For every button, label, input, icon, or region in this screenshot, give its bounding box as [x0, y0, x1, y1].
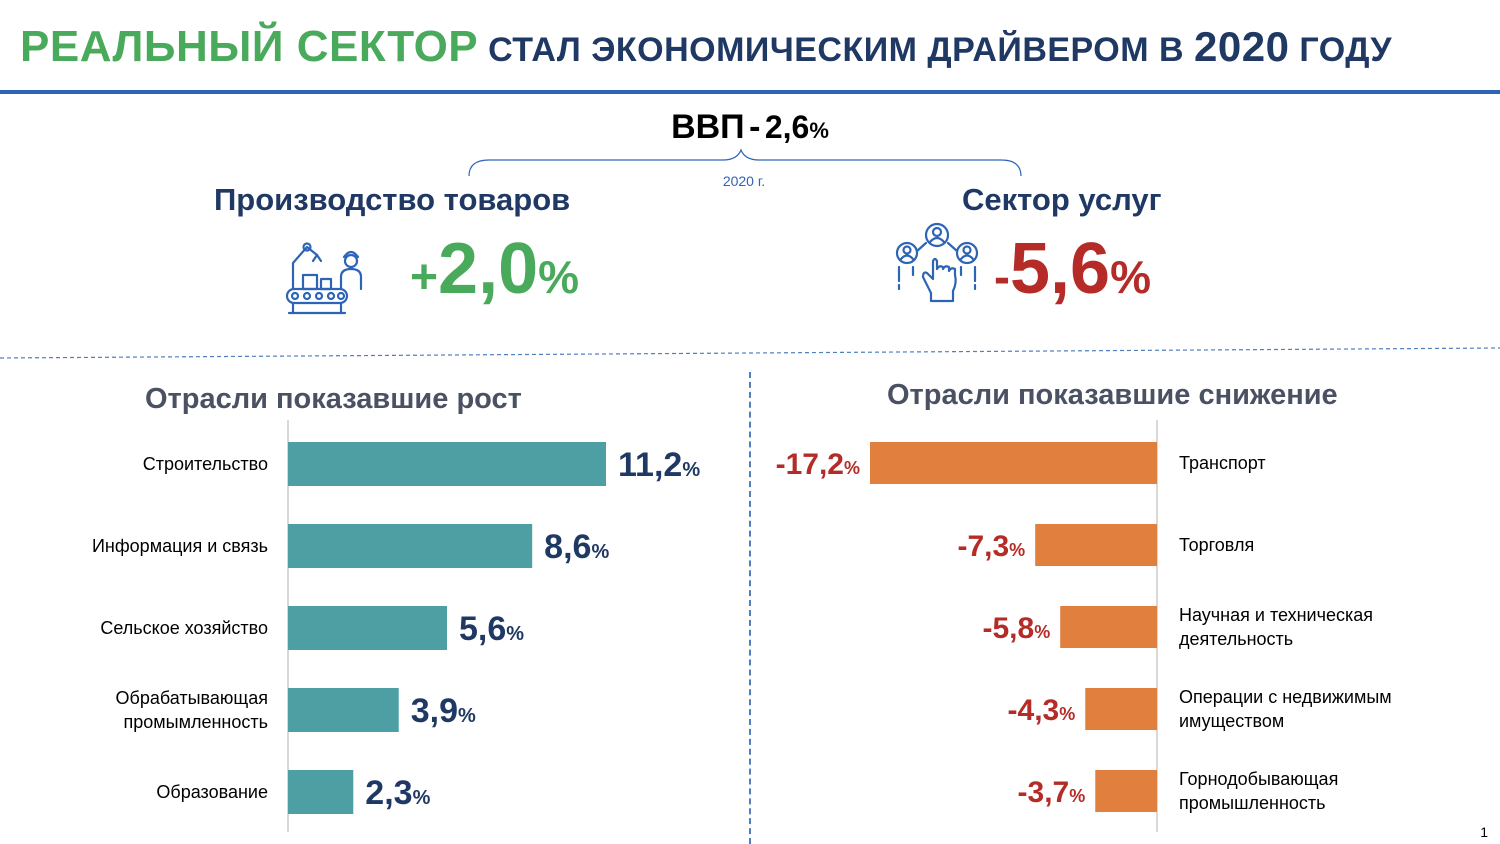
growth-bar — [288, 524, 533, 568]
decline-bar — [1085, 688, 1157, 730]
growth-bar — [288, 606, 447, 650]
year-note: 2020 г. — [722, 173, 766, 189]
title-text: СТАЛ ЭКОНОМИЧЕСКИМ ДРАЙВЕРОМ В — [488, 31, 1185, 69]
growth-category-label: Строительство — [143, 454, 268, 474]
decline-category-label: Операции с недвижимым имуществом — [1179, 687, 1392, 731]
gdp-summary: ВВП - 2,6% — [0, 108, 1500, 147]
growth-value-label: 3,9% — [411, 692, 476, 730]
decline-category-label: Горнодобывающая промышленность — [1179, 769, 1338, 813]
decline-bar — [1035, 524, 1157, 566]
decline-bar — [1060, 606, 1157, 648]
growth-category-label: Информация и связь — [92, 536, 268, 556]
vertical-divider — [749, 372, 751, 844]
growth-chart-title: Отрасли показавшие рост — [145, 383, 522, 415]
decline-bar — [1095, 770, 1157, 812]
decline-category-label: Торговля — [1179, 535, 1254, 555]
decline-value-label: -3,7% — [1018, 776, 1086, 809]
growth-bar — [288, 770, 354, 814]
goods-value: 2,0 — [438, 229, 539, 309]
growth-category-label: Образование — [156, 782, 268, 802]
services-title: Сектор услуг — [962, 182, 1162, 217]
gdp-unit: % — [809, 118, 829, 143]
page-title: РЕАЛЬНЫЙ СЕКТОР СТАЛ ЭКОНОМИЧЕСКИМ ДРАЙВ… — [20, 22, 1392, 72]
title-year: 2020 — [1194, 23, 1290, 70]
decline-category-label: Научная и техническая деятельность — [1179, 605, 1373, 649]
decline-bar — [870, 442, 1157, 484]
decline-value-label: -5,8% — [983, 612, 1051, 645]
goods-title: Производство товаров — [214, 182, 571, 217]
growth-bar — [288, 442, 606, 486]
decline-category-label: Транспорт — [1179, 453, 1266, 473]
growth-category-label: Обрабатывающая промымленность — [116, 688, 268, 732]
title-end: ГОДУ — [1299, 31, 1393, 69]
services-unit: % — [1110, 251, 1151, 303]
gdp-brace — [468, 148, 1022, 177]
growth-bar-chart: Строительство 11,2%Информация и связь 8,6%… — [92, 420, 700, 832]
growth-category-label: Сельское хозяйство — [100, 618, 268, 638]
title-highlight: РЕАЛЬНЫЙ СЕКТОР — [20, 22, 479, 71]
decline-value-label: -7,3% — [957, 530, 1025, 563]
goods-unit: % — [538, 251, 580, 303]
decline-chart-title: Отрасли показавшие снижение — [887, 379, 1338, 411]
horizontal-divider — [0, 347, 1500, 359]
decline-value-label: -17,2% — [776, 448, 860, 481]
services-value: 5,6 — [1009, 229, 1111, 309]
factory-worker-icon — [285, 242, 363, 315]
decline-value-label: -4,3% — [1008, 694, 1076, 727]
title-rule — [0, 90, 1500, 94]
services-decline: -5,6% — [994, 228, 1151, 310]
gdp-label: ВВП — [671, 108, 745, 146]
people-network-hand-icon — [895, 222, 979, 303]
gdp-sign: - — [749, 108, 761, 146]
services-sign: - — [994, 251, 1010, 304]
page-number: 1 — [1480, 824, 1488, 840]
gdp-value: 2,6 — [764, 109, 810, 145]
goods-sign: + — [410, 251, 439, 304]
growth-bar — [288, 688, 399, 732]
goods-growth: +2,0% — [410, 228, 579, 310]
